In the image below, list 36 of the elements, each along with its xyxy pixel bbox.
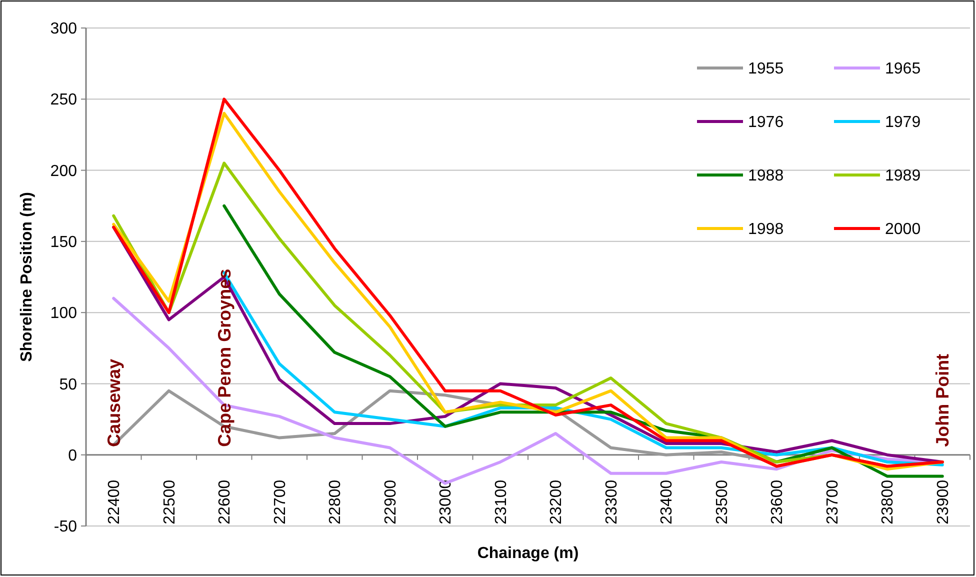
legend-label: 1989 [885, 168, 921, 185]
x-tick-label: 23100 [492, 480, 510, 524]
y-axis-title: Shoreline Position (m) [18, 192, 36, 362]
y-tick-label: 150 [50, 234, 78, 252]
x-tick-label: 23700 [824, 480, 842, 524]
annotation: John Point [932, 354, 953, 447]
x-tick-label: 22400 [106, 480, 124, 524]
x-tick-label: 23400 [658, 480, 676, 524]
legend-label: 1979 [885, 114, 921, 132]
x-tick-label: 22500 [161, 480, 178, 524]
x-tick-label: 22900 [382, 480, 400, 524]
y-tick-label: 200 [50, 162, 78, 180]
legend-label: 1998 [748, 221, 784, 238]
y-tick-label: 0 [68, 447, 78, 464]
y-tick-label: -50 [54, 518, 78, 536]
legend-label: 1988 [748, 168, 784, 185]
x-tick-label: 22800 [327, 480, 344, 524]
annotation: Causeway [104, 358, 124, 447]
x-tick-label: 23800 [880, 480, 897, 524]
x-axis-title: Chainage (m) [477, 545, 579, 562]
y-tick-label: 250 [50, 92, 78, 109]
x-tick-label: 23200 [548, 480, 566, 524]
legend-label: 1965 [885, 60, 921, 78]
y-tick-label: 300 [50, 20, 78, 38]
legend-label: 1976 [748, 114, 784, 132]
legend-label: 2000 [885, 221, 921, 238]
y-tick-label: 100 [50, 305, 78, 322]
x-tick-label: 22600 [216, 480, 234, 524]
annotation: Cape Peron Groynes [214, 268, 234, 447]
x-tick-label: 23600 [769, 480, 786, 524]
y-tick-label: 50 [59, 376, 78, 394]
x-tick-label: 23900 [934, 480, 952, 524]
legend-label: 1955 [748, 60, 784, 78]
x-tick-label: 22700 [272, 480, 289, 524]
x-tick-label: 23300 [603, 480, 620, 524]
x-tick-label: 23500 [714, 480, 731, 524]
